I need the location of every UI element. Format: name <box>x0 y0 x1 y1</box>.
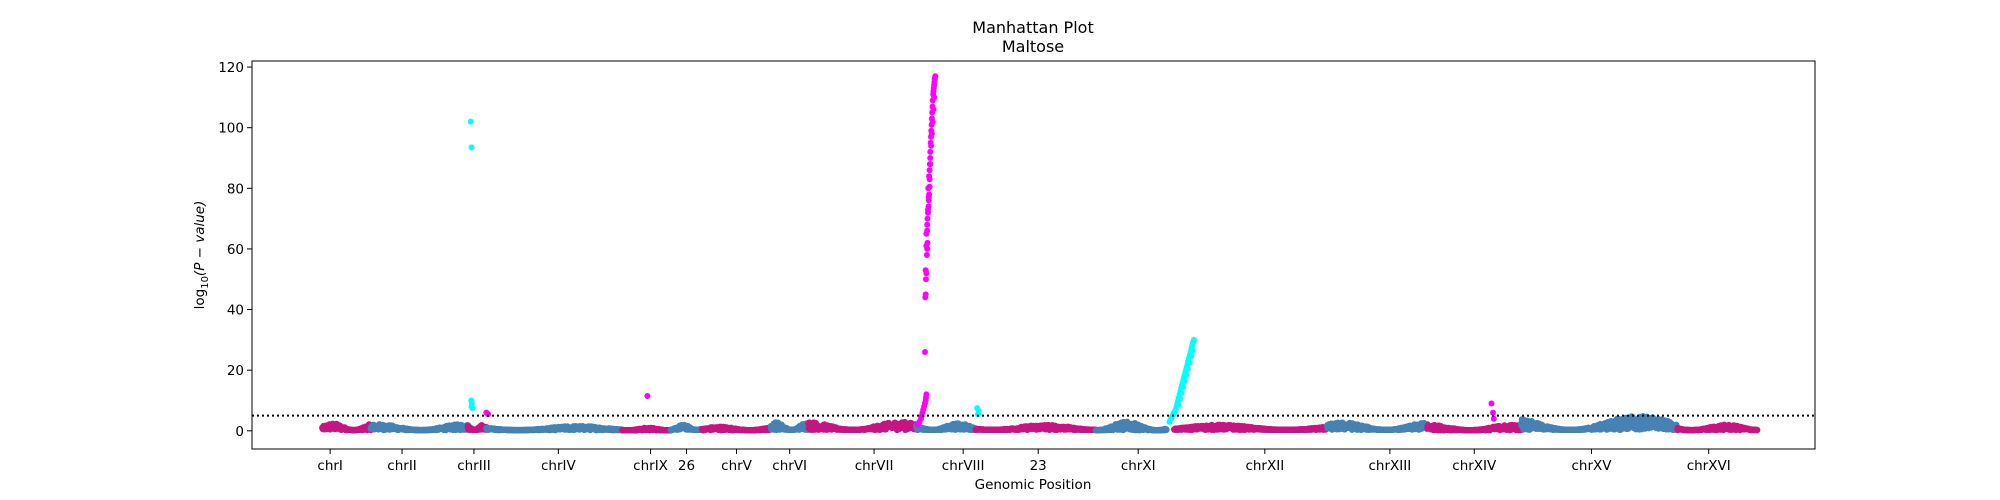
x-axis-label: Genomic Position <box>975 477 1092 493</box>
x-tick-label: chrXIII <box>1368 458 1411 474</box>
x-tick-label: chrXVI <box>1687 458 1731 474</box>
y-tick-label: 20 <box>227 363 244 379</box>
x-tick-label: chrXV <box>1571 458 1612 474</box>
data-point <box>922 291 929 298</box>
x-tick-label: chrII <box>387 458 417 474</box>
x-tick-label: chrI <box>317 458 343 474</box>
data-point <box>925 206 931 213</box>
x-tick-label: chrXI <box>1121 458 1156 474</box>
x-tick-label: 26 <box>678 458 695 474</box>
data-point <box>928 142 935 149</box>
data-point <box>923 252 930 258</box>
data-point <box>924 221 931 228</box>
x-tick-label: chrV <box>721 458 753 474</box>
y-axis-label-main: log <box>192 289 208 310</box>
data-point <box>1183 371 1190 378</box>
y-tick-label: 120 <box>218 60 244 76</box>
data-point <box>1180 383 1187 390</box>
data-point <box>1754 426 1761 434</box>
y-tick-label: 0 <box>235 424 244 440</box>
data-point <box>1189 347 1196 354</box>
data-point <box>468 144 475 151</box>
data-point <box>485 411 491 418</box>
data-point <box>932 73 939 80</box>
chart-subtitle: Maltose <box>1002 37 1064 56</box>
x-tick-label: 23 <box>1030 458 1047 474</box>
y-axis-label-rest: (P − value) <box>192 201 208 276</box>
data-point <box>925 194 932 201</box>
y-tick-label: 40 <box>227 303 244 319</box>
data-point <box>923 391 930 398</box>
x-tick-label: chrIX <box>633 458 668 474</box>
plot-frame <box>251 60 1816 450</box>
data-point <box>923 276 929 283</box>
x-tick-label: chrVI <box>772 458 807 474</box>
data-point <box>928 130 935 137</box>
data-point <box>1181 377 1188 384</box>
data-point <box>926 176 933 183</box>
data-point <box>1177 396 1184 402</box>
y-tick-label: 60 <box>227 242 244 258</box>
x-tick-label: chrVII <box>855 458 894 474</box>
data-point <box>1184 365 1191 372</box>
x-tick-label: chrIII <box>457 458 490 474</box>
data-point <box>926 167 933 174</box>
data-point <box>922 349 928 355</box>
data-point <box>926 183 933 190</box>
y-axis-label: log10(P − value) <box>192 201 211 310</box>
data-point <box>924 227 931 234</box>
data-point <box>927 155 934 161</box>
data-point <box>1190 336 1197 343</box>
data-point <box>1490 415 1497 422</box>
x-tick-label: chrXIV <box>1452 458 1497 474</box>
data-point <box>1488 400 1495 407</box>
x-tick-label: chrXII <box>1245 458 1284 474</box>
data-point <box>922 267 929 274</box>
data-point <box>1186 359 1193 366</box>
y-tick-label: 100 <box>218 121 244 137</box>
data-point <box>1163 426 1170 433</box>
chart-title: Manhattan Plot <box>972 18 1093 37</box>
y-axis: 0 20 40 60 80 100 120 <box>218 60 252 440</box>
data-point <box>931 94 938 101</box>
data-point <box>644 393 651 399</box>
data-point <box>467 118 474 125</box>
data-point <box>927 161 934 168</box>
x-axis: chrI chrII chrIII chrIV chrIX 26 chrV chrVI chrV… <box>317 449 1731 474</box>
data-point <box>469 405 476 412</box>
data-point <box>975 411 981 418</box>
y-tick-label: 80 <box>227 181 244 197</box>
data-point <box>1175 402 1182 408</box>
plot-marks <box>252 73 1815 434</box>
data-point <box>929 118 936 125</box>
x-tick-label: chrVIII <box>942 458 985 474</box>
data-point <box>1490 409 1496 416</box>
data-point <box>930 106 937 113</box>
data-point <box>923 242 930 249</box>
data-point <box>1188 353 1195 360</box>
data-point <box>924 215 931 222</box>
x-tick-label: chrIV <box>541 458 577 474</box>
data-point <box>1178 389 1185 396</box>
data-point <box>927 148 934 155</box>
y-axis-label-sub: 10 <box>200 276 211 289</box>
